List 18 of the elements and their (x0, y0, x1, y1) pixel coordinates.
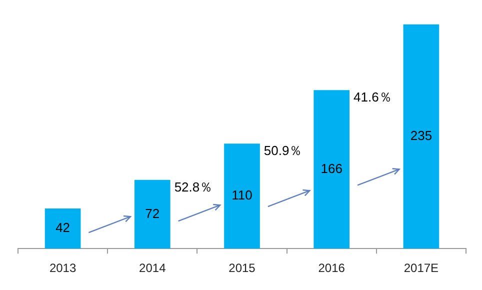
x-tick-label: 2013 (49, 261, 76, 276)
bar (403, 24, 440, 249)
annotation: 52.8％ (174, 179, 213, 194)
data-label: 110 (232, 188, 252, 203)
data-label: 166 (320, 160, 342, 176)
x-tick-label: 2015 (228, 261, 256, 276)
bar (224, 144, 260, 249)
data-label: 72 (145, 206, 160, 221)
data-label: 42 (56, 220, 70, 236)
x-tick-label: 2017E (404, 261, 439, 276)
annotation: 41.6％ (354, 90, 392, 105)
bar (44, 208, 81, 249)
x-tick-label: 2014 (139, 261, 166, 276)
x-tick-label: 2016 (318, 261, 346, 276)
bar (134, 180, 170, 249)
annotation: 50.9％ (264, 143, 302, 158)
data-label: 235 (410, 128, 432, 144)
bar (314, 90, 350, 249)
